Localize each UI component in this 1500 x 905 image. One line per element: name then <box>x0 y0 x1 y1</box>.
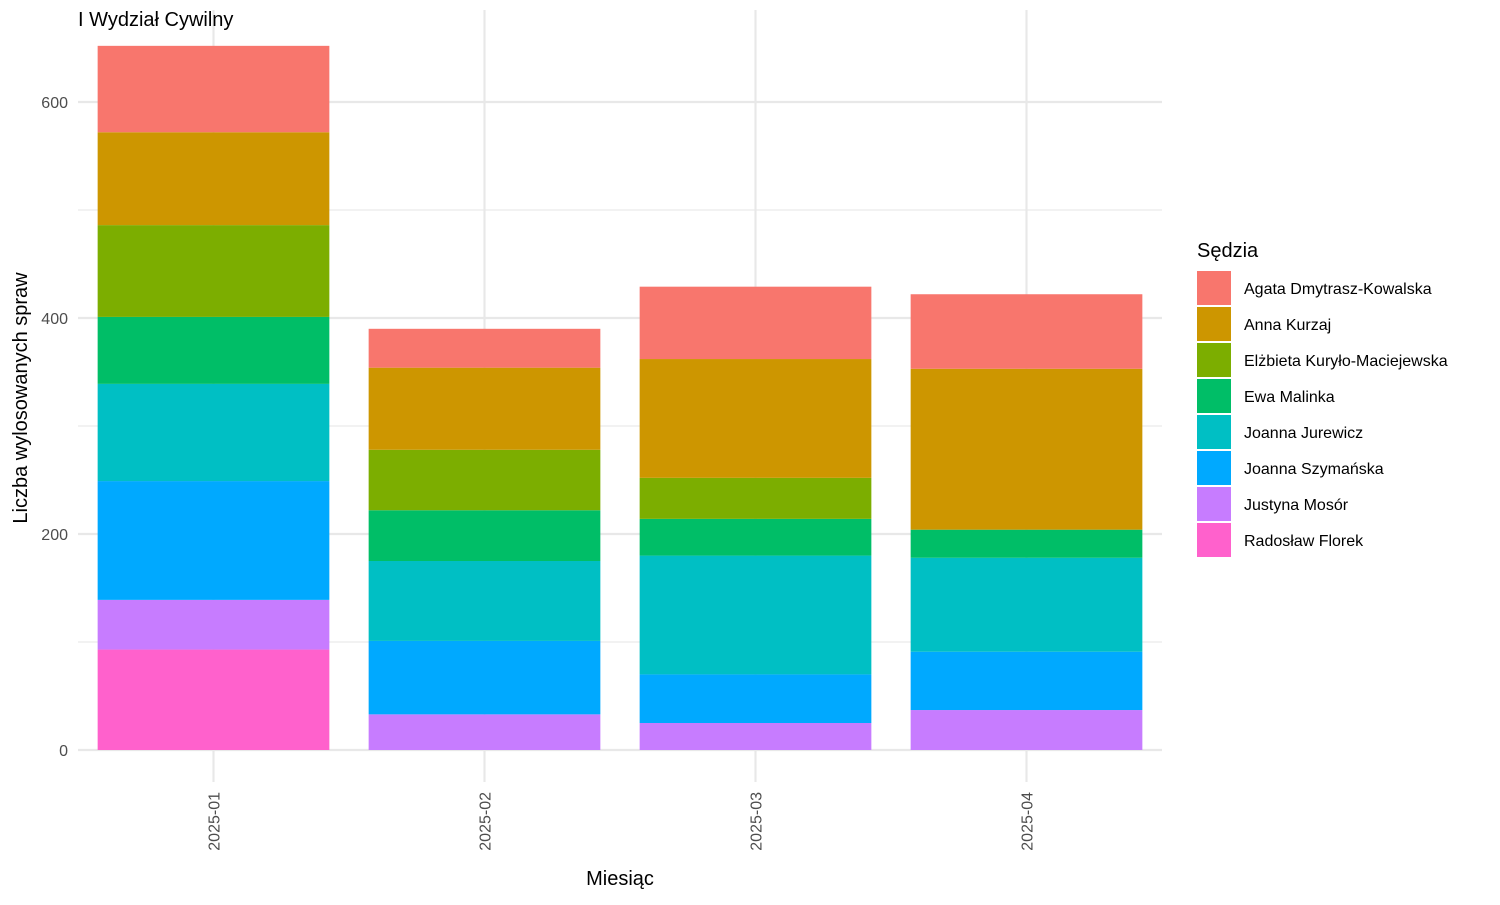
bar-segment <box>910 651 1143 711</box>
bar-segment <box>97 649 330 750</box>
legend-swatch <box>1197 271 1231 305</box>
x-axis-label: Miesiąc <box>586 868 654 890</box>
bar-segment <box>97 316 330 384</box>
legend-label: Joanna Jurewicz <box>1244 425 1363 442</box>
bar-segment <box>368 510 601 561</box>
chart-title: I Wydział Cywilny <box>78 9 233 31</box>
bar-segment <box>639 477 872 519</box>
y-tick-labels: 0 200 400 600 <box>41 95 68 760</box>
bar-segment <box>910 294 1143 369</box>
bars <box>97 45 1143 750</box>
legend-label: Elżbieta Kuryło-Maciejewska <box>1244 353 1448 370</box>
legend-items: Agata Dmytrasz-Kowalska Anna Kurzaj Elżbie… <box>1197 271 1448 557</box>
legend-title: Sędzia <box>1197 240 1259 262</box>
y-axis-label: Liczba wylosowanych spraw <box>10 272 32 524</box>
bar-segment <box>97 132 330 226</box>
bar-segment <box>910 557 1143 652</box>
bar-segment <box>368 449 601 511</box>
bar-segment <box>639 555 872 675</box>
legend: Sędzia Agata Dmytrasz-Kowalska Anna Kurza… <box>1197 240 1448 557</box>
bar-segment <box>97 225 330 317</box>
bar-segment <box>910 529 1143 558</box>
bar-segment <box>639 359 872 478</box>
bar-segment <box>368 561 601 641</box>
legend-label: Joanna Szymańska <box>1244 461 1384 478</box>
y-tick-label: 600 <box>41 95 68 112</box>
legend-label: Justyna Mosór <box>1244 497 1349 514</box>
bar-segment <box>639 286 872 360</box>
bar-segment <box>368 328 601 368</box>
legend-label: Anna Kurzaj <box>1244 317 1331 334</box>
y-tick-label: 0 <box>59 743 68 760</box>
legend-swatch <box>1197 415 1231 449</box>
bar-segment <box>639 723 872 750</box>
bar-segment <box>97 45 330 133</box>
legend-swatch <box>1197 379 1231 413</box>
bar-segment <box>368 714 601 750</box>
bar-segment <box>368 640 601 715</box>
x-tick-label: 2025-01 <box>207 792 224 851</box>
bar-segment <box>97 481 330 600</box>
legend-swatch <box>1197 523 1231 557</box>
y-tick-label: 200 <box>41 527 68 544</box>
bar-segment <box>97 599 330 650</box>
x-tick-labels: 2025-01 2025-02 2025-03 2025-04 <box>207 792 1037 851</box>
bar-segment <box>97 383 330 482</box>
bar-segment <box>368 367 601 450</box>
legend-swatch <box>1197 343 1231 377</box>
legend-swatch <box>1197 451 1231 485</box>
bar-segment <box>910 710 1143 750</box>
x-tick-label: 2025-03 <box>749 792 766 851</box>
legend-label: Radosław Florek <box>1244 533 1364 550</box>
x-tick-label: 2025-04 <box>1020 792 1037 851</box>
y-tick-label: 400 <box>41 311 68 328</box>
bar-segment <box>910 368 1143 530</box>
legend-label: Ewa Malinka <box>1244 389 1335 406</box>
bar-segment <box>639 518 872 556</box>
legend-swatch <box>1197 487 1231 521</box>
legend-swatch <box>1197 307 1231 341</box>
legend-label: Agata Dmytrasz-Kowalska <box>1244 281 1432 298</box>
bar-segment <box>639 674 872 723</box>
x-tick-label: 2025-02 <box>478 792 495 851</box>
